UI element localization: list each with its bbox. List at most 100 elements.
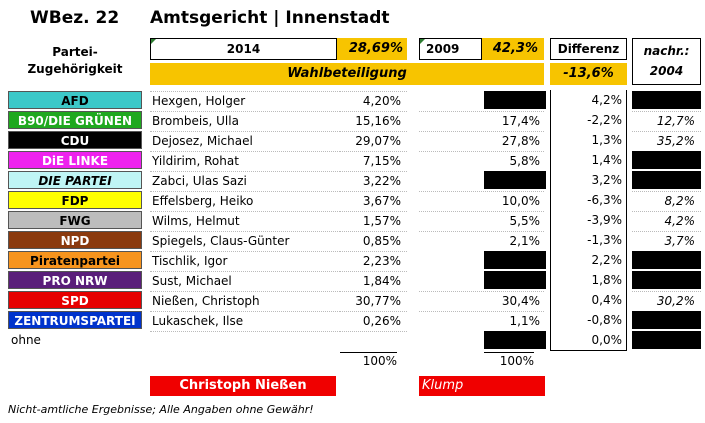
result-2009-not-applicable bbox=[484, 331, 546, 349]
difference-header: Differenz bbox=[550, 38, 627, 60]
candidate-name: Wilms, Helmut bbox=[150, 211, 340, 229]
party-header-line1: Partei- bbox=[52, 45, 98, 59]
table-row: Piratenpartei Tischlik, Igor 2,23% 2,2% bbox=[0, 250, 705, 270]
table-row: PRO NRW Sust, Michael 1,84% 1,8% bbox=[0, 270, 705, 290]
candidate-name: Yildirim, Rohat bbox=[150, 151, 340, 169]
party-label: B90/DIE GRÜNEN bbox=[8, 111, 142, 129]
turnout-label: Wahlbeteiligung bbox=[150, 63, 544, 85]
disclaimer: Nicht-amtliche Ergebnisse; Alle Angaben … bbox=[8, 403, 314, 416]
result-2009: 1,1% bbox=[419, 311, 544, 329]
result-2004: 8,2% bbox=[632, 191, 701, 209]
party-column-header: Partei- Zugehörigkeit bbox=[8, 44, 142, 78]
result-2009: 5,8% bbox=[419, 151, 544, 169]
turnout-2014: 28,69% bbox=[337, 38, 407, 60]
result-difference: 0,4% bbox=[550, 290, 627, 310]
result-difference: -1,3% bbox=[550, 230, 627, 250]
table-row: B90/DIE GRÜNEN Brombeis, Ulla 15,16% 17,4% -… bbox=[0, 110, 705, 130]
result-2014: 7,15% bbox=[340, 151, 407, 169]
result-2004-not-applicable bbox=[632, 91, 701, 109]
candidate-name: Spiegels, Claus-Günter bbox=[150, 231, 340, 249]
party-label: ZENTRUMSPARTEI bbox=[8, 311, 142, 329]
result-difference: -3,9% bbox=[550, 210, 627, 230]
result-difference: -6,3% bbox=[550, 190, 627, 210]
result-difference: 1,4% bbox=[550, 150, 627, 170]
reference-header-line1: nachr.: bbox=[643, 44, 690, 58]
result-difference: -0,8% bbox=[550, 310, 627, 330]
table-row: FWG Wilms, Helmut 1,57% 5,5% -3,9% 4,2% bbox=[0, 210, 705, 230]
candidate-name: Tischlik, Igor bbox=[150, 251, 340, 269]
candidate-name: Effelsberg, Heiko bbox=[150, 191, 340, 209]
result-difference: 1,3% bbox=[550, 130, 627, 150]
table-row: ohne 0,0% bbox=[0, 330, 705, 350]
year-2014-header: 2014 bbox=[150, 38, 337, 60]
candidate-name: Hexgen, Holger bbox=[150, 91, 340, 109]
result-2004: 35,2% bbox=[632, 131, 701, 149]
party-label: PRO NRW bbox=[8, 271, 142, 289]
result-2009-not-applicable bbox=[484, 91, 546, 109]
table-row: CDU Dejosez, Michael 29,07% 27,8% 1,3% 35,2% bbox=[0, 130, 705, 150]
result-2004-not-applicable bbox=[632, 311, 701, 329]
year-2009-header: 2009 bbox=[419, 38, 482, 60]
party-label: DIE PARTEI bbox=[8, 171, 142, 189]
candidate-name: Dejosez, Michael bbox=[150, 131, 340, 149]
reference-header-line2: 2004 bbox=[649, 64, 684, 78]
table-row: DiE LINKE Yildirim, Rohat 7,15% 5,8% 1,4% bbox=[0, 150, 705, 170]
total-2014: 100% bbox=[340, 352, 397, 368]
candidate-name: Brombeis, Ulla bbox=[150, 111, 340, 129]
candidate-name: Nießen, Christoph bbox=[150, 291, 340, 309]
result-2014: 3,67% bbox=[340, 191, 407, 209]
result-2004: 12,7% bbox=[632, 111, 701, 129]
party-label: FWG bbox=[8, 211, 142, 229]
candidate-name: Lukaschek, Ilse bbox=[150, 311, 340, 329]
party-label: SPD bbox=[8, 291, 142, 309]
result-2009: 27,8% bbox=[419, 131, 544, 149]
result-2009: 17,4% bbox=[419, 111, 544, 129]
result-2014: 30,77% bbox=[340, 291, 407, 309]
result-2009-not-applicable bbox=[484, 171, 546, 189]
turnout-difference: -13,6% bbox=[550, 63, 627, 85]
table-row: SPD Nießen, Christoph 30,77% 30,4% 0,4% 30,2% bbox=[0, 290, 705, 310]
winner-2014: Christoph Nießen bbox=[150, 376, 336, 396]
result-difference: 0,0% bbox=[550, 330, 627, 350]
result-2009: 10,0% bbox=[419, 191, 544, 209]
result-2014: 1,84% bbox=[340, 271, 407, 289]
table-row: FDP Effelsberg, Heiko 3,67% 10,0% -6,3% 8,2% bbox=[0, 190, 705, 210]
result-difference: 3,2% bbox=[550, 170, 627, 190]
table-row: AFD Hexgen, Holger 4,20% 4,2% bbox=[0, 90, 705, 110]
result-2014: 29,07% bbox=[340, 131, 407, 149]
difference-column-bottom bbox=[550, 350, 627, 351]
party-label: FDP bbox=[8, 191, 142, 209]
winner-2009: Klump bbox=[419, 376, 545, 396]
result-2009: 5,5% bbox=[419, 211, 544, 229]
table-row: ZENTRUMSPARTEI Lukaschek, Ilse 0,26% 1,1% -0… bbox=[0, 310, 705, 330]
result-2004: 30,2% bbox=[632, 291, 701, 309]
result-difference: -2,2% bbox=[550, 110, 627, 130]
result-2009: 2,1% bbox=[419, 231, 544, 249]
result-2004: 3,7% bbox=[632, 231, 701, 249]
result-2014: 1,57% bbox=[340, 211, 407, 229]
party-label: DiE LINKE bbox=[8, 151, 142, 169]
result-2014: 0,85% bbox=[340, 231, 407, 249]
result-2004-not-applicable bbox=[632, 331, 701, 349]
result-2004-not-applicable bbox=[632, 251, 701, 269]
result-difference: 4,2% bbox=[550, 90, 627, 110]
result-2004: 4,2% bbox=[632, 211, 701, 229]
result-2014 bbox=[340, 331, 407, 349]
result-difference: 2,2% bbox=[550, 250, 627, 270]
table-row: NPD Spiegels, Claus-Günter 0,85% 2,1% -1,3% 3… bbox=[0, 230, 705, 250]
result-2014: 4,20% bbox=[340, 91, 407, 109]
reference-2004-header: nachr.: 2004 bbox=[632, 38, 701, 85]
result-2009-not-applicable bbox=[484, 251, 546, 269]
page-title: Amtsgericht | Innenstadt bbox=[150, 8, 390, 28]
candidate-name: Zabci, Ulas Sazi bbox=[150, 171, 340, 189]
party-label: AFD bbox=[8, 91, 142, 109]
party-label: Piratenpartei bbox=[8, 251, 142, 269]
candidate-name: Sust, Michael bbox=[150, 271, 340, 289]
party-label: CDU bbox=[8, 131, 142, 149]
result-2009: 30,4% bbox=[419, 291, 544, 309]
party-header-line2: Zugehörigkeit bbox=[27, 62, 123, 76]
turnout-2009: 42,3% bbox=[482, 38, 544, 60]
candidate-name bbox=[150, 331, 340, 349]
result-2009-not-applicable bbox=[484, 271, 546, 289]
table-row: DIE PARTEI Zabci, Ulas Sazi 3,22% 3,2% bbox=[0, 170, 705, 190]
